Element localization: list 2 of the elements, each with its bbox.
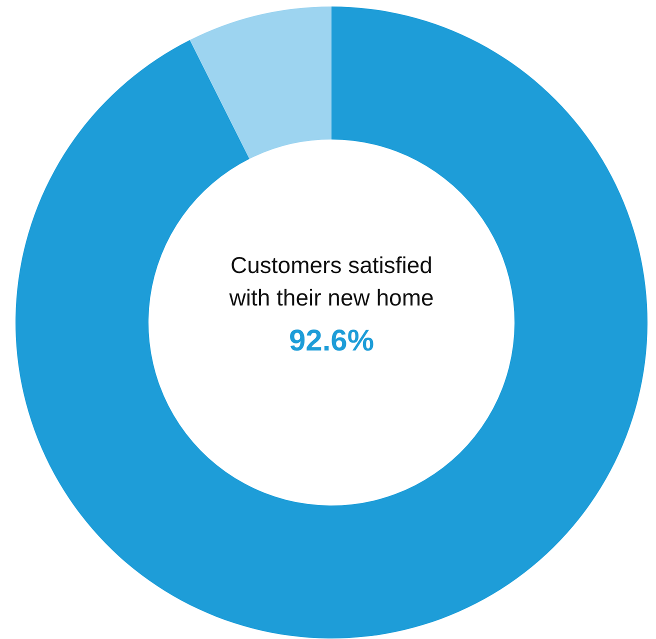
text: Customers satisfied with their new home xyxy=(228,252,434,310)
data-label: 92.6% xyxy=(288,324,374,358)
